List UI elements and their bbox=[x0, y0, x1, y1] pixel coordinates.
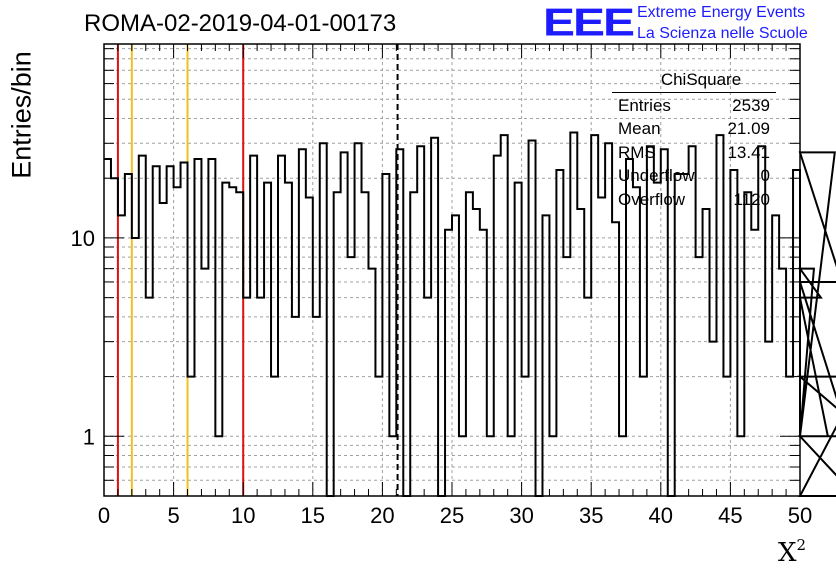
x-axis-label: X2 bbox=[777, 536, 806, 568]
x-tick-label: 10 bbox=[231, 503, 255, 528]
histogram bbox=[104, 131, 836, 497]
y-tick-label: 1 bbox=[83, 424, 95, 449]
x-tick-label: 45 bbox=[718, 503, 742, 528]
x-tick-label: 20 bbox=[370, 503, 394, 528]
stats-row-underflow: Underflow 0 bbox=[612, 164, 776, 188]
logo-line-2: La Scienza nelle Scuole bbox=[637, 25, 808, 42]
stats-row-rms: RMS 13.41 bbox=[612, 141, 776, 165]
x-tick-label: 50 bbox=[788, 503, 812, 528]
stats-label: Entries bbox=[618, 95, 671, 115]
x-axis-label-base: X bbox=[777, 538, 797, 568]
stats-title: ChiSquare bbox=[612, 68, 776, 93]
stats-value: 1120 bbox=[733, 189, 770, 209]
stats-value: 21.09 bbox=[727, 119, 770, 138]
histogram-step-line bbox=[104, 131, 836, 497]
stats-row-entries: Entries 2539 bbox=[612, 94, 776, 118]
x-tick-label: 0 bbox=[98, 503, 110, 528]
stats-value: 13.41 bbox=[727, 142, 770, 162]
x-axis-label-superscript: 2 bbox=[796, 536, 806, 554]
x-tick-label: 15 bbox=[301, 503, 325, 528]
x-tick-label: 30 bbox=[509, 503, 533, 528]
logo-caption: Extreme Energy Events La Scienza nelle S… bbox=[637, 2, 808, 44]
chart-title: ROMA-02-2019-04-01-00173 bbox=[84, 10, 397, 37]
stats-label: RMS bbox=[618, 142, 656, 162]
eee-logo: EEE bbox=[543, 0, 635, 45]
stats-row-mean: Mean 21.09 bbox=[612, 117, 776, 141]
stats-label: Overflow bbox=[618, 189, 686, 209]
x-tick-label: 35 bbox=[579, 503, 603, 528]
stats-label: Underflow bbox=[618, 166, 695, 185]
stats-label: Mean bbox=[618, 119, 661, 138]
stats-value: 0 bbox=[760, 166, 770, 185]
x-tick-label: 40 bbox=[649, 503, 673, 528]
tick-labels: 0 5 10 15 20 25 30 35 40 45 50 1 10 bbox=[71, 226, 813, 528]
y-axis-label-box: Entries/bin bbox=[4, 40, 40, 190]
stats-row-overflow: Overflow 1120 bbox=[612, 188, 776, 212]
x-tick-label: 25 bbox=[440, 503, 464, 528]
y-axis-label: Entries/bin bbox=[6, 51, 37, 179]
grid-lines bbox=[104, 44, 800, 497]
stats-box: ChiSquare Entries 2539 Mean 21.09 RMS 13.41… bbox=[612, 68, 776, 211]
y-tick-label: 10 bbox=[71, 226, 95, 251]
stats-value: 2539 bbox=[732, 95, 770, 115]
x-tick-label: 5 bbox=[167, 503, 179, 528]
axis-ticks bbox=[103, 44, 801, 497]
logo-line-1: Extreme Energy Events bbox=[637, 4, 806, 21]
